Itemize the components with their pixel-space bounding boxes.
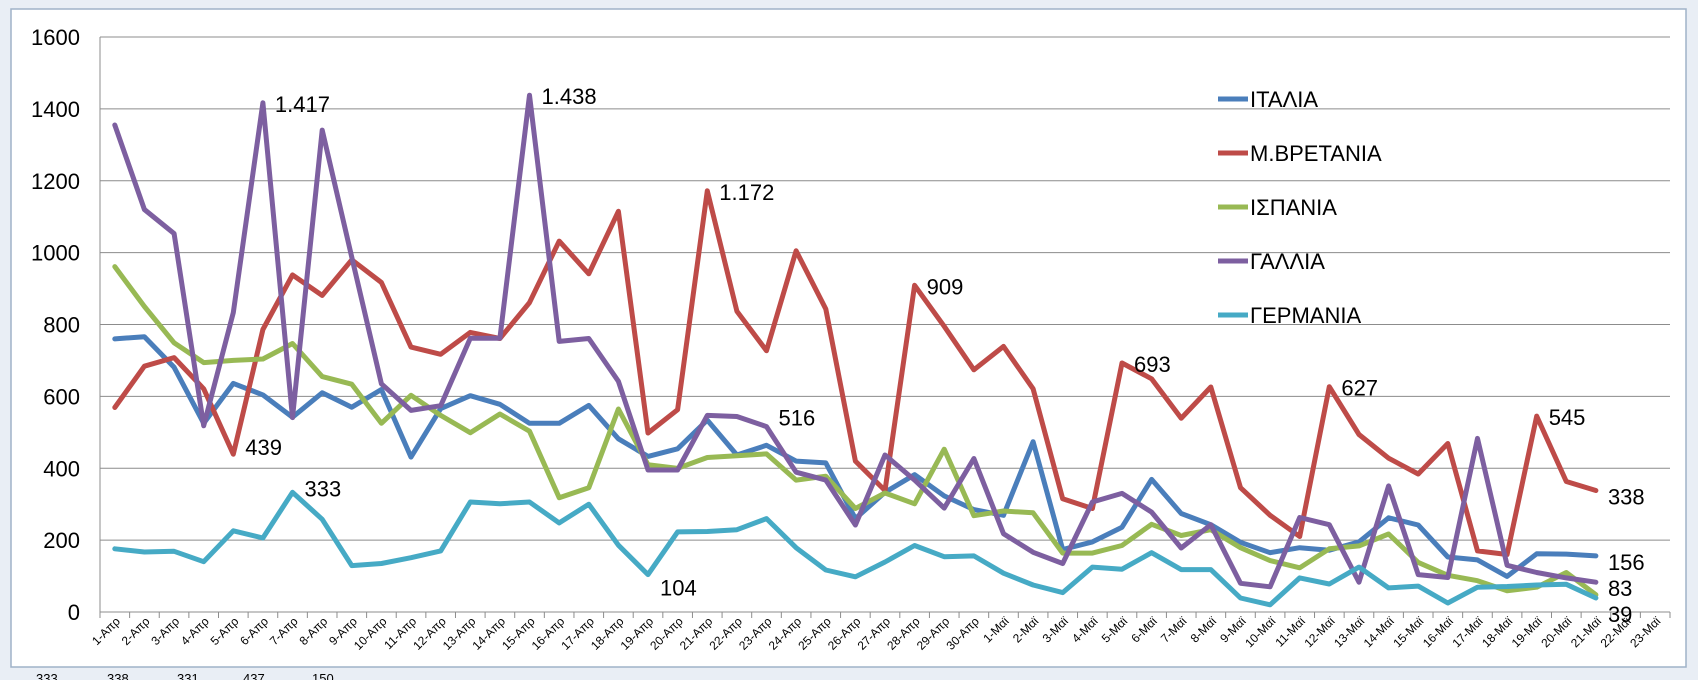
data-label: 1.417: [275, 92, 330, 117]
legend-label: ΓΕΡΜΑΝΙΑ: [1250, 303, 1361, 328]
sheet-cells: 333 338 331 437 150: [36, 671, 334, 680]
sheet-cell: 437: [243, 671, 265, 680]
y-tick-label: 1000: [31, 241, 80, 266]
y-tick-label: 1200: [31, 169, 80, 194]
series-line[interactable]: [112, 489, 1599, 608]
data-label: 545: [1549, 405, 1586, 430]
y-tick-label: 1400: [31, 97, 80, 122]
data-label: 909: [927, 274, 964, 299]
sheet-cell: 331: [177, 671, 199, 680]
sheet-cell: 150: [312, 671, 334, 680]
y-tick-label: 400: [43, 456, 80, 481]
data-label: 39: [1608, 602, 1632, 627]
data-label: 1.438: [542, 84, 597, 109]
legend-label: Μ.ΒΡΕΤΑΝΙΑ: [1250, 141, 1382, 166]
data-label: 333: [305, 476, 342, 501]
y-tick-label: 600: [43, 384, 80, 409]
y-tick-label: 800: [43, 313, 80, 338]
legend: ΙΤΑΛΙΑ Μ.ΒΡΕΤΑΝΙΑ ΙΣΠΑΝΙΑ ΓΑΛΛΙΑ ΓΕΡΜΑΝΙΑ: [1218, 87, 1382, 328]
y-axis: 0 200 400 600 800 1000 1200 1400 1600: [31, 25, 101, 625]
data-label: 104: [660, 576, 697, 601]
data-label: 1.172: [719, 180, 774, 205]
legend-label: ΙΤΑΛΙΑ: [1250, 87, 1318, 112]
chart-area[interactable]: [10, 8, 1687, 668]
data-label: 693: [1134, 352, 1171, 377]
sheet-cell: 333: [36, 671, 58, 680]
data-label: 516: [779, 406, 816, 431]
data-label: 338: [1608, 485, 1645, 510]
data-label: 627: [1341, 376, 1378, 401]
data-label: 439: [245, 435, 282, 460]
y-tick-label: 1600: [31, 25, 80, 50]
legend-label: ΙΣΠΑΝΙΑ: [1250, 195, 1337, 220]
y-tick-label: 0: [68, 600, 80, 625]
series-line[interactable]: [112, 188, 1599, 557]
series-line[interactable]: [112, 264, 1599, 598]
sheet-cell: 338: [107, 671, 129, 680]
series-line[interactable]: [112, 92, 1599, 590]
data-label: 156: [1608, 550, 1645, 575]
legend-label: ΓΑΛΛΙΑ: [1250, 249, 1325, 274]
y-tick-label: 200: [43, 528, 80, 553]
data-label: 83: [1608, 576, 1632, 601]
series-lines: [112, 92, 1599, 608]
